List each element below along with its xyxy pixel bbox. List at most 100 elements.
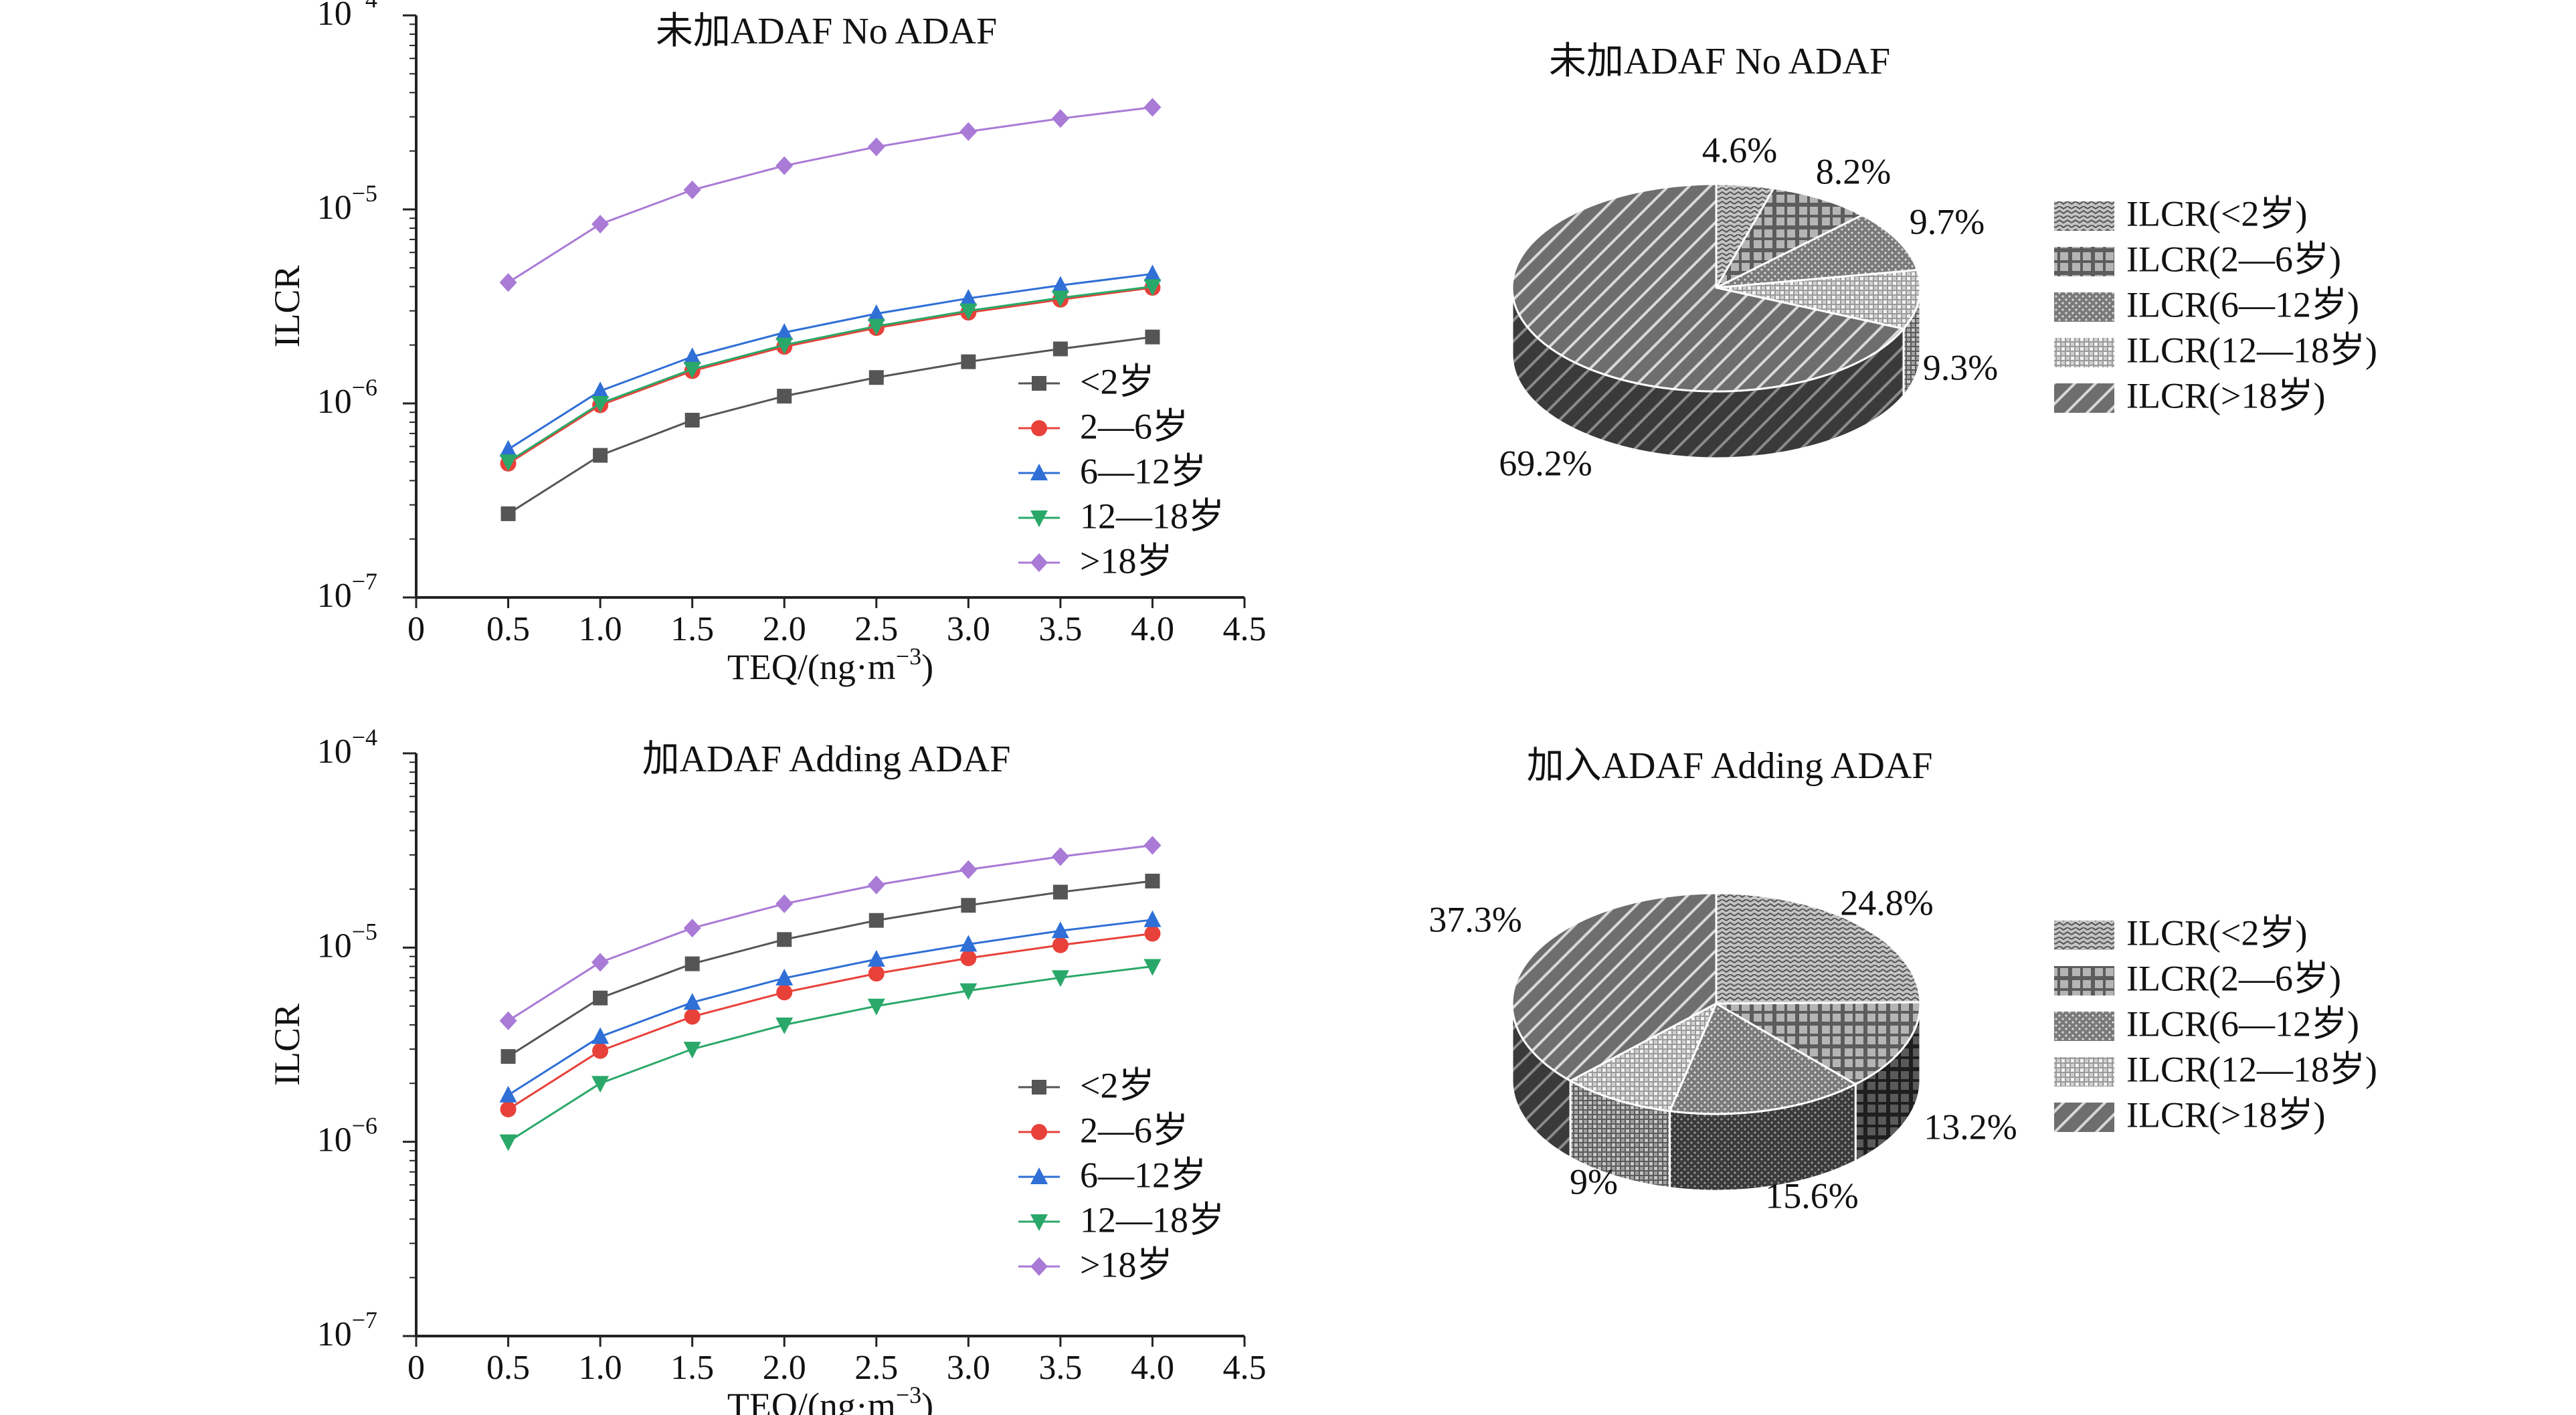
legend-swatch <box>2054 1057 2114 1087</box>
legend-label: ILCR(>18岁) <box>2126 375 2325 415</box>
y-tick-exponent: −6 <box>352 374 377 401</box>
data-point <box>1143 910 1162 927</box>
y-tick-label: 10−5 <box>317 918 377 965</box>
pie-chart-3: 24.8% 13.2% 15.6% 9% 37.3% 加入ADAF Adding ADAF… <box>1429 745 2377 1216</box>
chart-title: 未加ADAF No ADAF <box>656 11 997 52</box>
data-point <box>500 1101 517 1118</box>
data-point <box>499 1011 517 1030</box>
x-tick-label: 2.0 <box>763 610 806 648</box>
legend-marker <box>1031 420 1047 436</box>
x-tick-label: 3.5 <box>1038 610 1082 648</box>
x-tick-label: 1.0 <box>579 1349 622 1387</box>
y-tick-base: 10 <box>317 733 352 771</box>
data-point <box>593 448 608 463</box>
legend-label: ILCR(2—6岁) <box>2126 958 2341 998</box>
data-point <box>1051 276 1069 293</box>
y-tick-label: 10−4 <box>317 0 377 33</box>
series-2 <box>499 910 1162 1103</box>
x-tick-label: 4.0 <box>1131 610 1174 648</box>
x-tick-label: 2.0 <box>763 1349 806 1387</box>
series-line <box>507 106 1153 284</box>
data-point <box>867 875 885 894</box>
data-point <box>1143 836 1162 855</box>
data-point <box>1052 937 1069 953</box>
pie-value-label: 13.2% <box>1924 1107 2017 1147</box>
data-point <box>959 983 978 1000</box>
x-tick-label: 1.5 <box>670 610 714 648</box>
data-point <box>775 894 794 913</box>
data-point <box>499 440 517 457</box>
data-point <box>591 396 610 413</box>
legend-marker <box>1030 1167 1048 1184</box>
data-point <box>776 984 793 1001</box>
data-point <box>1051 109 1069 128</box>
series-line <box>507 919 1153 1097</box>
data-point <box>1052 341 1068 357</box>
legend-label: ILCR(6—12岁) <box>2126 1004 2359 1044</box>
pie-value-label: 15.6% <box>1765 1175 1858 1216</box>
series-line <box>507 932 1153 1111</box>
pie-value-label: 24.8% <box>1840 882 1933 923</box>
series-2 <box>499 264 1162 457</box>
pie-slice <box>1511 892 1718 1082</box>
y-tick-exponent: −7 <box>352 568 377 595</box>
x-axis-label-end: ) <box>921 647 933 687</box>
data-point <box>684 412 700 428</box>
x-axis-label-sup: −3 <box>896 643 921 670</box>
line-chart-0: 0 0.5 1.0 1.5 2.0 2.5 3.0 3.5 4.0 4.510−710−610−5… <box>267 0 1267 687</box>
data-point <box>1144 925 1161 942</box>
legend-label: >18岁 <box>1080 1244 1172 1285</box>
data-point <box>867 998 885 1016</box>
data-point <box>777 932 792 947</box>
legend-label: <2岁 <box>1080 361 1154 401</box>
data-point <box>683 1042 701 1059</box>
pie-value-label: 9.7% <box>1910 201 1985 242</box>
data-point <box>961 898 976 913</box>
data-point <box>959 935 978 952</box>
series-1 <box>500 279 1161 472</box>
legend-marker <box>1030 1257 1048 1276</box>
legend-label: ILCR(<2岁) <box>2126 913 2307 953</box>
pie-value-label: 9% <box>1570 1161 1618 1202</box>
legend: <2岁 2—6岁 6—12岁 12—18岁 >18岁 <box>1018 361 1224 581</box>
y-tick-base: 10 <box>317 383 352 421</box>
legend-label: 6—12岁 <box>1080 451 1206 491</box>
legend-swatch <box>2054 338 2114 367</box>
data-point <box>591 381 610 399</box>
pie-slice <box>1716 213 1919 289</box>
pie-value-label: 37.3% <box>1429 899 1522 939</box>
data-point <box>1051 290 1069 308</box>
line-chart-2: 0 0.5 1.0 1.5 2.0 2.5 3.0 3.5 4.0 4.510−710−610−5… <box>267 724 1267 1415</box>
legend-label: <2岁 <box>1080 1065 1154 1105</box>
series-line <box>507 272 1153 450</box>
legend-label: ILCR(12—18岁) <box>2126 1049 2377 1089</box>
x-axis-label-sup: −3 <box>896 1382 921 1408</box>
data-point <box>1051 921 1069 939</box>
data-point <box>591 1027 610 1044</box>
y-tick-exponent: −5 <box>352 180 377 207</box>
pie-value-label: 69.2% <box>1499 443 1592 483</box>
data-point <box>777 389 792 404</box>
data-point <box>775 969 794 986</box>
x-tick-label: 2.5 <box>854 1349 898 1387</box>
legend-label: ILCR(2—6岁) <box>2126 239 2341 279</box>
chart-title: 加ADAF Adding ADAF <box>642 739 1011 780</box>
x-tick-label: 3.5 <box>1038 1349 1082 1387</box>
legend-swatch <box>2054 966 2114 996</box>
data-point <box>1143 264 1162 282</box>
pie-value-label: 8.2% <box>1816 151 1891 191</box>
pie-slice <box>1568 1001 1719 1113</box>
data-point <box>683 180 701 199</box>
data-point <box>867 137 885 157</box>
data-point <box>683 993 701 1010</box>
x-tick-label: 4.5 <box>1223 610 1267 648</box>
legend-swatch <box>2054 247 2114 276</box>
y-tick-exponent: −4 <box>352 724 377 751</box>
y-tick-exponent: −5 <box>352 918 377 945</box>
data-point <box>1145 329 1160 345</box>
data-point <box>1145 873 1160 888</box>
legend: ILCR(<2岁) ILCR(2—6岁) ILCR(6—12岁) ILCR(12—18… <box>2054 913 2377 1135</box>
data-point <box>499 454 517 472</box>
x-tick-label: 3.0 <box>947 610 990 648</box>
data-point <box>592 1042 609 1059</box>
